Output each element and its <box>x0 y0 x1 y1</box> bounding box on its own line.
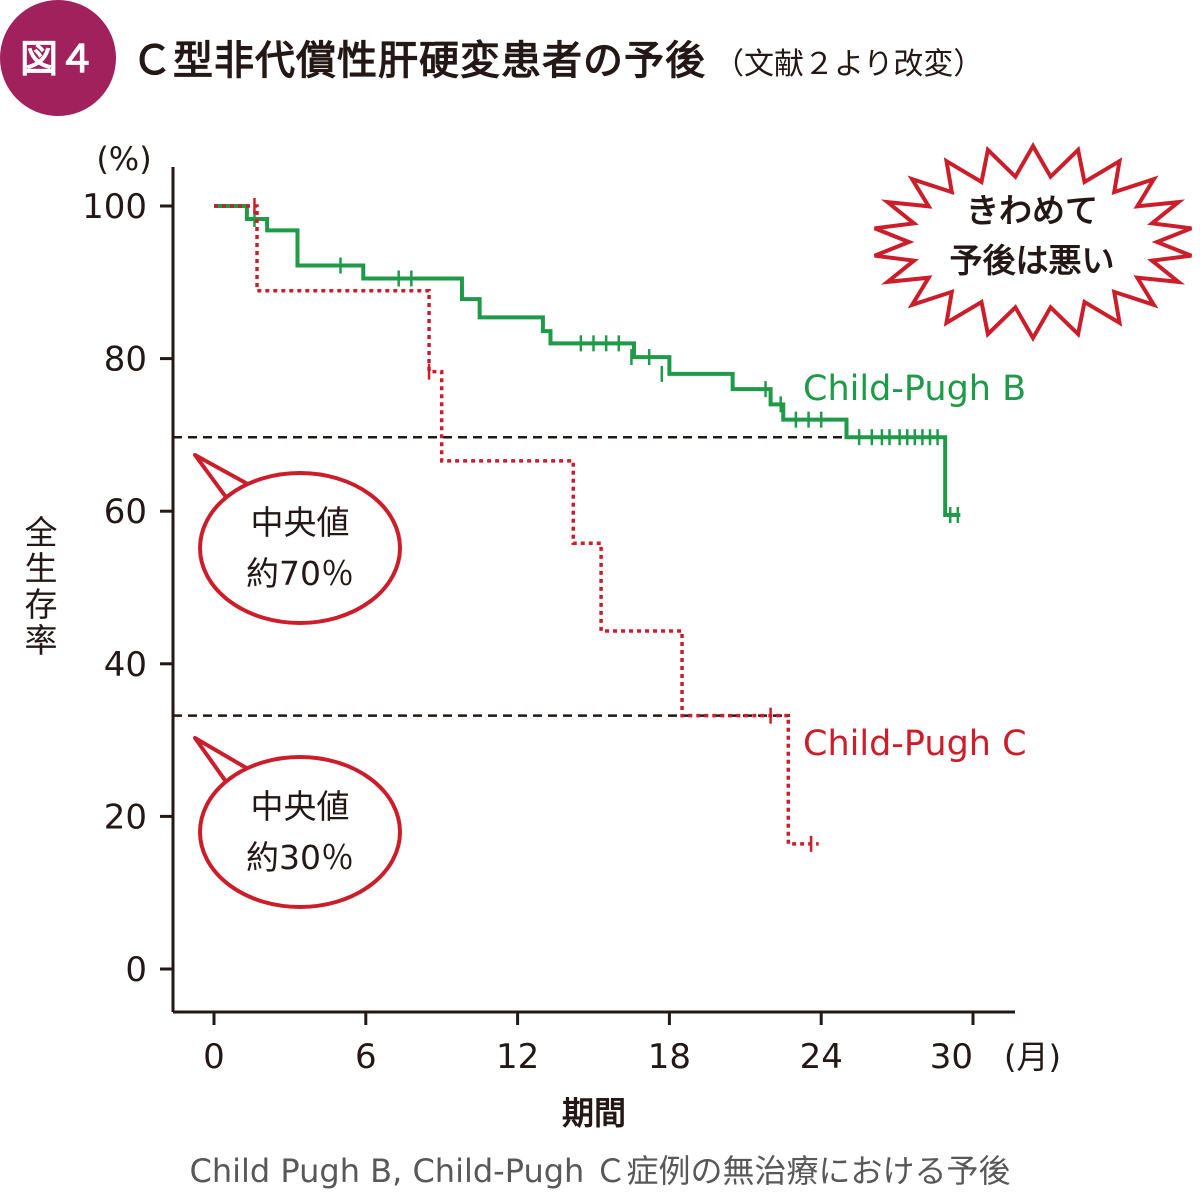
y-axis-title-char-2: 存 <box>24 585 58 624</box>
burst-text-line2: 予後は悪い <box>950 241 1115 280</box>
y-axis-title: 全生存率 <box>18 515 64 659</box>
y-unit-label: (%) <box>96 140 151 178</box>
median-b-line1: 中央値 <box>251 503 350 542</box>
x-tick-label-0: 0 <box>203 1037 225 1077</box>
y-tick-label-80: 80 <box>104 340 147 380</box>
series-label-child-pugh-b: Child-Pugh B <box>803 369 1026 409</box>
figure-caption: Child Pugh B, Child-Pugh Ｃ症例の無治療における予後 <box>189 1152 1011 1190</box>
median-callout-c: 中央値 約30％ <box>193 736 402 909</box>
median-b-line2: 約70％ <box>246 554 354 593</box>
y-axis-title-char-3: 率 <box>24 621 58 660</box>
x-tick-label-6: 6 <box>355 1037 377 1077</box>
median-callout-b: 中央値 約70％ <box>193 453 402 625</box>
figure-source: （文献２より改変） <box>714 47 984 82</box>
figure-number: 図４ <box>20 37 96 81</box>
y-tick-label-100: 100 <box>82 187 147 227</box>
y-tick-label-40: 40 <box>104 645 147 685</box>
burst-callout <box>873 141 1193 343</box>
median-c-line2: 約30％ <box>246 838 354 877</box>
x-tick-label-18: 18 <box>648 1037 691 1077</box>
y-tick-label-0: 0 <box>125 950 147 990</box>
figure-title-block: Ｃ型非代償性肝硬変患者の予後 （文献２より改変） <box>132 28 983 88</box>
x-tick-label-24: 24 <box>800 1037 843 1077</box>
y-tick-label-20: 20 <box>104 797 147 837</box>
x-tick-label-12: 12 <box>496 1037 539 1077</box>
series-line-child-pugh-b <box>214 204 961 518</box>
y-axis-title-char-1: 生 <box>24 549 58 588</box>
x-axis-title: 期間 <box>562 1094 626 1132</box>
median-c-line1: 中央値 <box>251 787 350 826</box>
x-unit-label: (月) <box>1004 1038 1061 1076</box>
figure-title: Ｃ型非代償性肝硬変患者の予後 <box>132 38 706 84</box>
x-tick-label-30: 30 <box>930 1037 973 1077</box>
series-label-child-pugh-c: Child-Pugh C <box>803 724 1027 764</box>
y-axis-title-char-0: 全 <box>24 513 58 552</box>
figure-badge: 図４ <box>0 0 116 116</box>
burst-text-line1: きわめて <box>966 191 1098 230</box>
y-tick-label-60: 60 <box>104 492 147 532</box>
